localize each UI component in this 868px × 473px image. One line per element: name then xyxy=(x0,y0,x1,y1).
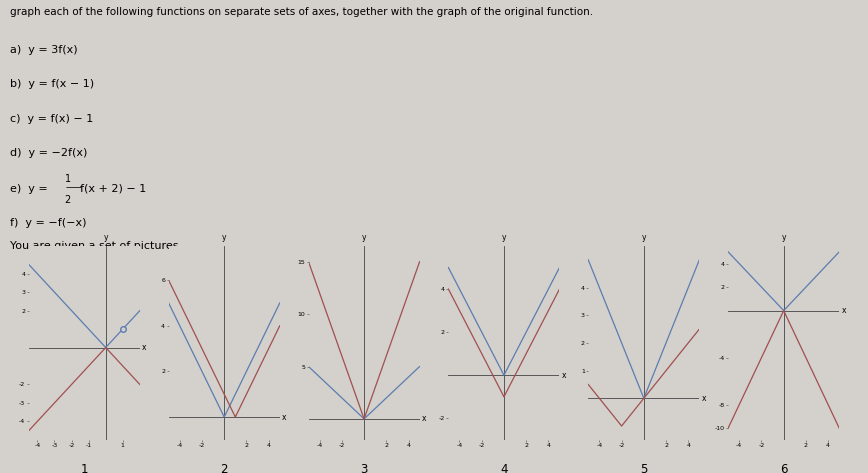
Text: You are given a set of pictures.: You are given a set of pictures. xyxy=(10,241,182,251)
Text: x: x xyxy=(422,414,426,423)
Text: graph each of the following functions on separate sets of axes, together with th: graph each of the following functions on… xyxy=(10,7,594,17)
Text: f)  y = −f(−x): f) y = −f(−x) xyxy=(10,218,87,228)
Text: x: x xyxy=(282,412,286,421)
Text: y: y xyxy=(103,233,108,242)
Text: b)  y = f(x − 1): b) y = f(x − 1) xyxy=(10,79,95,89)
Text: y: y xyxy=(641,233,646,242)
Text: f(x + 2) − 1: f(x + 2) − 1 xyxy=(80,184,146,194)
Text: y: y xyxy=(222,233,227,242)
Text: c)  y = f(x) − 1: c) y = f(x) − 1 xyxy=(10,114,94,123)
Text: 4: 4 xyxy=(500,463,508,473)
Text: 3: 3 xyxy=(360,463,368,473)
Text: 2: 2 xyxy=(220,463,228,473)
Text: 2: 2 xyxy=(64,195,71,205)
Text: ——: —— xyxy=(65,183,82,192)
Text: y: y xyxy=(781,233,786,242)
Text: 1: 1 xyxy=(64,174,71,184)
Text: y: y xyxy=(502,233,506,242)
Text: y: y xyxy=(362,233,366,242)
Text: 5: 5 xyxy=(640,463,648,473)
Text: a)  y = 3f(x): a) y = 3f(x) xyxy=(10,45,78,55)
Text: x: x xyxy=(562,371,566,380)
Text: d)  y = −2f(x): d) y = −2f(x) xyxy=(10,148,88,158)
Text: 6: 6 xyxy=(780,463,787,473)
Text: e)  y =: e) y = xyxy=(10,184,52,194)
Text: x: x xyxy=(701,394,706,403)
Text: x: x xyxy=(142,343,147,352)
Text: 1: 1 xyxy=(81,463,88,473)
Text: x: x xyxy=(841,306,846,315)
